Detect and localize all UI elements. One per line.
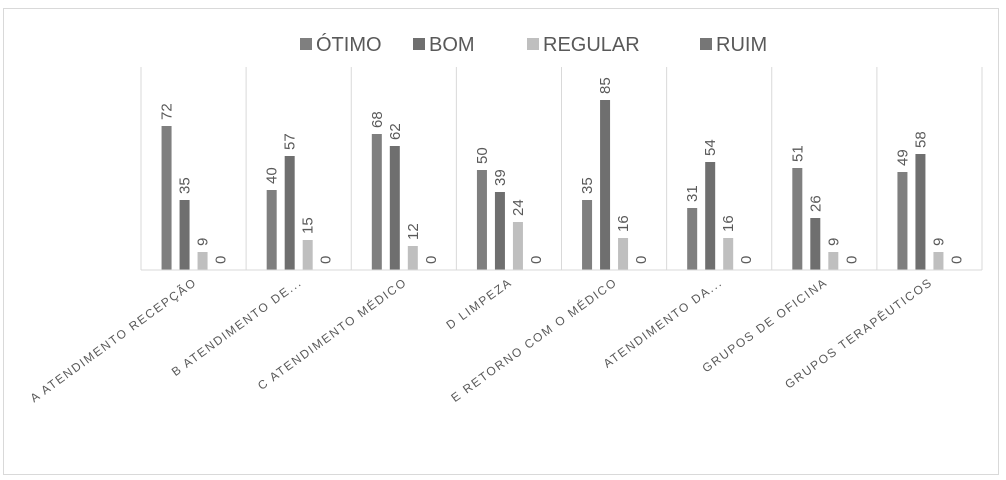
data-label-regular-3: 12 bbox=[405, 223, 422, 240]
data-label-regular-7: 9 bbox=[825, 238, 842, 246]
data-label-bom-4: 39 bbox=[492, 169, 509, 186]
data-label-otimo-6: 31 bbox=[684, 185, 701, 202]
bar-bom-1 bbox=[179, 200, 190, 270]
data-label-regular-5: 16 bbox=[615, 215, 632, 232]
bar-bom-7 bbox=[810, 218, 821, 270]
data-label-regular-6: 16 bbox=[720, 215, 737, 232]
bar-otimo-5 bbox=[582, 200, 593, 270]
bar-regular-6 bbox=[723, 238, 734, 270]
data-label-ruim-5: 0 bbox=[633, 256, 650, 264]
bar-regular-1 bbox=[197, 252, 208, 270]
bars bbox=[161, 100, 944, 270]
data-label-bom-6: 54 bbox=[702, 139, 719, 156]
bar-bom-4 bbox=[494, 192, 505, 270]
data-label-bom-1: 35 bbox=[177, 177, 194, 194]
bar-otimo-2 bbox=[266, 190, 277, 270]
bar-regular-3 bbox=[407, 246, 418, 270]
data-label-regular-8: 9 bbox=[930, 238, 947, 246]
data-label-otimo-5: 35 bbox=[579, 177, 596, 194]
bar-otimo-6 bbox=[687, 208, 698, 270]
data-label-ruim-8: 0 bbox=[948, 256, 965, 264]
category-separators bbox=[140, 67, 983, 270]
data-label-ruim-4: 0 bbox=[528, 256, 545, 264]
bar-regular-7 bbox=[828, 252, 839, 270]
bar-bom-8 bbox=[915, 154, 926, 270]
data-label-otimo-2: 40 bbox=[264, 167, 281, 184]
category-label-1: A ATENDIMENTO RECEPÇÃO bbox=[28, 275, 200, 405]
data-label-ruim-7: 0 bbox=[843, 256, 860, 264]
bar-bom-3 bbox=[389, 146, 400, 270]
data-label-ruim-3: 0 bbox=[423, 256, 440, 264]
bar-otimo-3 bbox=[371, 134, 382, 270]
data-label-bom-8: 58 bbox=[912, 131, 929, 148]
bar-bom-5 bbox=[600, 100, 611, 270]
data-label-bom-2: 57 bbox=[282, 133, 299, 150]
data-label-otimo-3: 68 bbox=[369, 111, 386, 128]
bar-bom-6 bbox=[705, 162, 716, 270]
legend-label-ruim: RUIM bbox=[716, 34, 767, 56]
data-label-bom-3: 62 bbox=[387, 123, 404, 140]
legend-label-otimo: ÓTIMO bbox=[316, 33, 382, 56]
data-label-otimo-7: 51 bbox=[789, 145, 806, 162]
data-label-ruim-6: 0 bbox=[738, 256, 755, 264]
data-label-regular-4: 24 bbox=[510, 199, 527, 216]
bar-regular-2 bbox=[302, 240, 313, 270]
data-label-otimo-1: 72 bbox=[159, 103, 176, 120]
legend-swatch-bom bbox=[413, 38, 425, 50]
category-label-6: ATENDIMENTO DA... bbox=[601, 275, 725, 371]
category-label-5: E RETORNO COM O MÉDICO bbox=[448, 274, 620, 405]
legend-swatch-ruim bbox=[700, 38, 712, 50]
chart-frame bbox=[3, 8, 999, 475]
data-label-regular-1: 9 bbox=[195, 238, 212, 246]
legend-swatch-otimo bbox=[300, 38, 312, 50]
bar-otimo-4 bbox=[476, 170, 487, 270]
bar-regular-8 bbox=[933, 252, 944, 270]
data-label-regular-2: 15 bbox=[300, 217, 317, 234]
bar-regular-4 bbox=[512, 222, 523, 270]
legend-label-bom: BOM bbox=[429, 34, 475, 56]
bar-regular-5 bbox=[618, 238, 629, 270]
data-label-ruim-2: 0 bbox=[318, 256, 335, 264]
bar-otimo-1 bbox=[161, 126, 172, 270]
data-label-otimo-4: 50 bbox=[474, 147, 491, 164]
legend: ÓTIMO BOM REGULAR RUIM bbox=[300, 33, 767, 56]
data-label-otimo-8: 49 bbox=[894, 149, 911, 166]
bar-bom-2 bbox=[284, 156, 295, 270]
bar-otimo-8 bbox=[897, 172, 908, 270]
data-label-ruim-1: 0 bbox=[213, 256, 230, 264]
data-label-bom-7: 26 bbox=[807, 195, 824, 212]
bar-otimo-7 bbox=[792, 168, 803, 270]
category-label-4: D LIMPEZA bbox=[444, 275, 515, 332]
data-label-bom-5: 85 bbox=[597, 77, 614, 94]
legend-swatch-regular bbox=[527, 38, 539, 50]
legend-label-regular: REGULAR bbox=[543, 34, 640, 56]
